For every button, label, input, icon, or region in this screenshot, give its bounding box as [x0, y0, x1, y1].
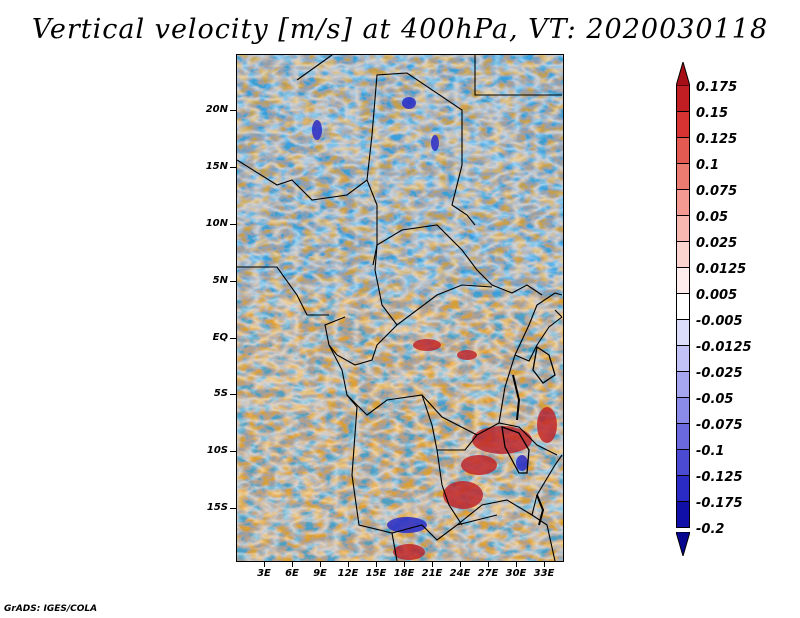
colorbar-swatch [676, 86, 690, 112]
grads-credit: GrADS: IGES/COLA [4, 604, 98, 614]
vertical-velocity-field [237, 55, 563, 561]
colorbar-swatch [676, 346, 690, 372]
lat-label-20n: 20N [205, 104, 228, 115]
colorbar-label-neg-0.0125: -0.0125 [696, 340, 752, 355]
colorbar-label-0.0125: 0.0125 [696, 262, 747, 277]
colorbar-label-neg-0.005: -0.005 [696, 314, 743, 329]
map-title: Vertical velocity [m/s] at 400hPa, VT: 2… [31, 14, 769, 45]
colorbar-label-neg-0.2: -0.2 [696, 522, 725, 537]
colorbar-swatch [676, 476, 690, 502]
colorbar-label-0.175: 0.175 [696, 80, 738, 95]
lon-label-24e: 24E [449, 568, 471, 579]
colorbar-swatch [676, 294, 690, 320]
lat-label-15n: 15N [205, 161, 228, 172]
lon-label-30e: 30E [505, 568, 527, 579]
colorbar-label-0.1: 0.1 [696, 158, 720, 173]
colorbar-label-neg-0.1: -0.1 [696, 444, 725, 459]
colorbar-swatch [676, 242, 690, 268]
lon-label-18e: 18E [393, 568, 415, 579]
lat-label-10s: 10S [206, 445, 228, 456]
colorbar-swatch [676, 164, 690, 190]
colorbar-label-0.125: 0.125 [696, 132, 738, 147]
colorbar-label-neg-0.025: -0.025 [696, 366, 743, 381]
colorbar-label-neg-0.075: -0.075 [696, 418, 743, 433]
colorbar-swatch [676, 372, 690, 398]
colorbar-bottom-arrow [676, 532, 690, 556]
lon-label-9e: 9E [313, 568, 327, 579]
lon-label-15e: 15E [365, 568, 387, 579]
colorbar-label-0.05: 0.05 [696, 210, 729, 225]
map-plot-area [236, 54, 564, 562]
lat-label-5s: 5S [213, 388, 228, 399]
colorbar-label-neg-0.05: -0.05 [696, 392, 734, 407]
colorbar-swatch [676, 268, 690, 294]
colorbar-label-0.075: 0.075 [696, 184, 738, 199]
colorbar-swatch [676, 112, 690, 138]
lon-label-27e: 27E [477, 568, 499, 579]
colorbar-swatch [676, 216, 690, 242]
colorbar-swatch [676, 398, 690, 424]
colorbar-label-0.15: 0.15 [696, 106, 729, 121]
colorbar-label-neg-0.125: -0.125 [696, 470, 743, 485]
lon-label-3e: 3E [257, 568, 271, 579]
colorbar-swatch [676, 320, 690, 346]
colorbar-swatch [676, 190, 690, 216]
colorbar-swatch [676, 424, 690, 450]
lon-label-33e: 33E [533, 568, 555, 579]
lat-label-eq: EQ [212, 332, 228, 343]
colorbar-top-arrow [676, 62, 690, 86]
lon-label-12e: 12E [337, 568, 359, 579]
colorbar-swatch [676, 450, 690, 476]
lat-label-5n: 5N [212, 275, 228, 286]
lat-label-15s: 15S [206, 502, 228, 513]
lon-label-6e: 6E [285, 568, 299, 579]
colorbar-swatch [676, 138, 690, 164]
colorbar-label-0.005: 0.005 [696, 288, 738, 303]
colorbar-label-0.025: 0.025 [696, 236, 738, 251]
lon-label-21e: 21E [421, 568, 443, 579]
lat-label-10n: 10N [205, 218, 228, 229]
colorbar-label-neg-0.175: -0.175 [696, 496, 743, 511]
colorbar-swatch [676, 502, 690, 528]
